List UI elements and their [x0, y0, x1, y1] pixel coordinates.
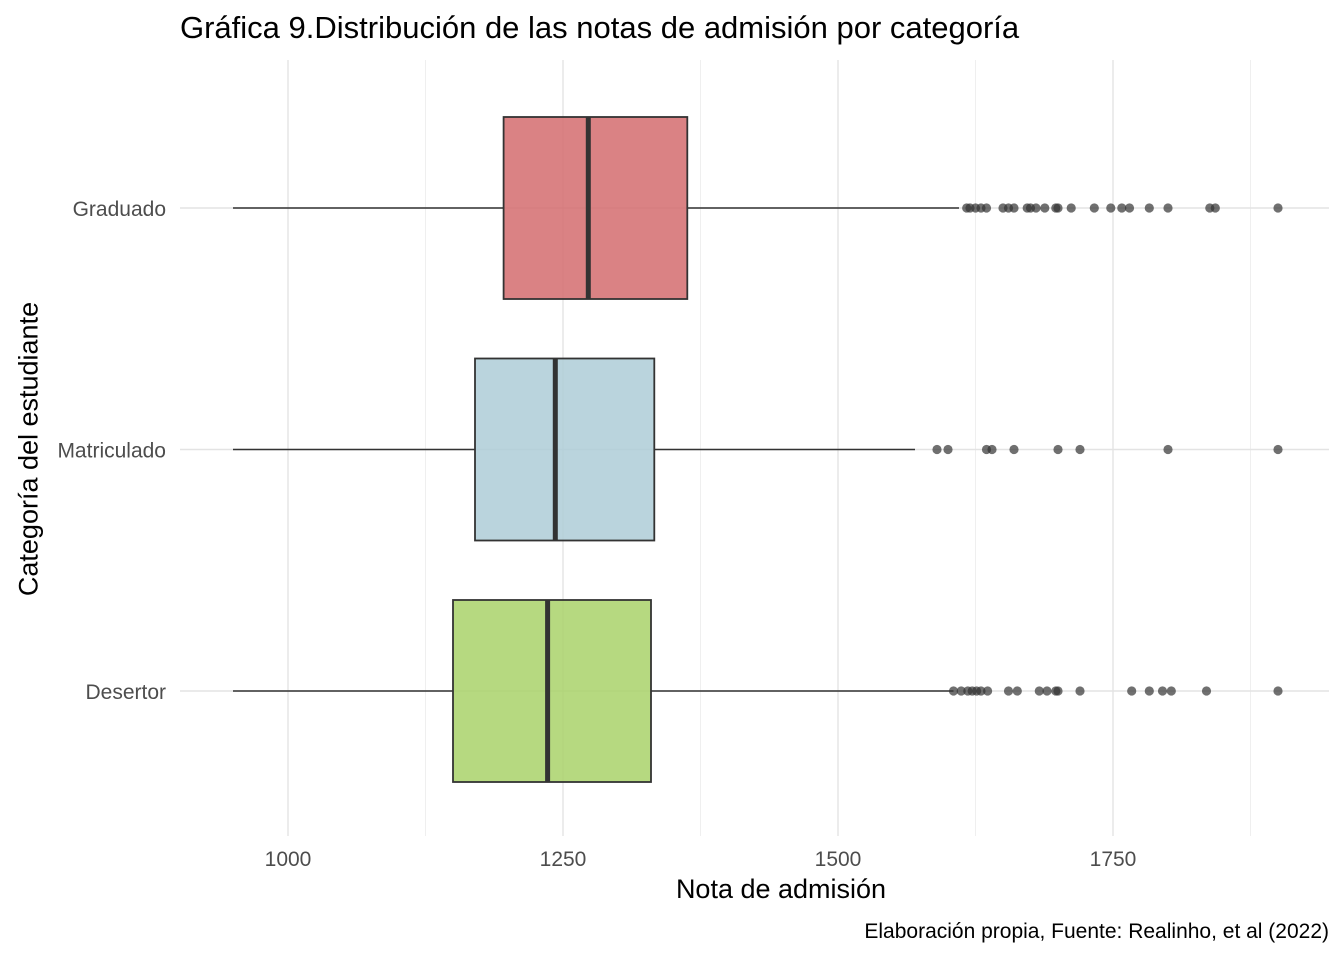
outlier-point [1201, 686, 1212, 696]
outlier-point [1210, 203, 1220, 213]
outlier-point [943, 444, 953, 455]
outlier-point [1034, 686, 1044, 696]
outlier-point [987, 444, 997, 455]
outlier-point [1075, 444, 1085, 455]
box-desertor [233, 599, 954, 783]
x-tick-label: 1000 [265, 848, 312, 871]
outlier-point [983, 686, 993, 696]
outlier-point [981, 203, 992, 213]
boxes [233, 116, 959, 783]
outlier-point [1066, 203, 1076, 213]
outlier-point [1106, 203, 1116, 213]
outlier-point [932, 444, 942, 455]
x-axis-tick-labels: 1000 1250 1500 1750 [265, 848, 1137, 871]
outlier-point [956, 686, 966, 696]
outlier-point [1157, 686, 1168, 696]
outlier-point [1163, 444, 1173, 455]
outlier-point [1144, 203, 1154, 213]
outlier-point [1009, 444, 1019, 455]
outlier-point [1089, 203, 1099, 213]
outlier-point [1031, 203, 1041, 213]
outlier-point [1163, 203, 1173, 213]
x-axis-label: Nota de admisión [675, 874, 887, 904]
outlier-point [1117, 203, 1127, 213]
y-axis-label: Categoría del estudiante [13, 301, 44, 597]
outlier-point [1003, 686, 1014, 696]
category-label: Desertor [85, 681, 166, 704]
chart-caption: Elaboración propia, Fuente: Realinho, et… [864, 920, 1329, 943]
grid-lines [180, 60, 1329, 836]
outlier-point [1075, 686, 1085, 696]
box-graduado [233, 116, 959, 300]
category-label: Matriculado [57, 440, 166, 463]
outlier-point [1273, 444, 1283, 455]
outlier-point [1273, 203, 1283, 213]
outlier-point [1127, 686, 1137, 696]
x-tick-label: 1250 [540, 848, 587, 871]
box-iqr [474, 357, 656, 542]
outlier-points [932, 203, 1283, 696]
outlier-point [1012, 686, 1022, 696]
outlier-point [1053, 686, 1063, 696]
x-tick-label: 1750 [1090, 848, 1137, 871]
outlier-point [1009, 203, 1019, 213]
outlier-point [1166, 686, 1176, 696]
outlier-point [1053, 444, 1063, 455]
outlier-point [1042, 686, 1052, 696]
chart-title: Gráfica 9.Distribución de las notas de a… [180, 10, 1020, 45]
category-axis-labels: Graduado Matriculado Desertor [57, 198, 166, 704]
outlier-point [1124, 203, 1135, 213]
category-label: Graduado [73, 198, 166, 221]
outlier-point [976, 686, 986, 696]
box-iqr [452, 599, 652, 783]
box-matriculado [233, 357, 915, 542]
outlier-point [1053, 203, 1063, 213]
outlier-point [1040, 203, 1050, 213]
box-iqr [502, 116, 689, 300]
outlier-point [1144, 686, 1154, 696]
outlier-point [948, 686, 959, 696]
x-tick-label: 1500 [815, 848, 862, 871]
outlier-point [1273, 686, 1283, 696]
